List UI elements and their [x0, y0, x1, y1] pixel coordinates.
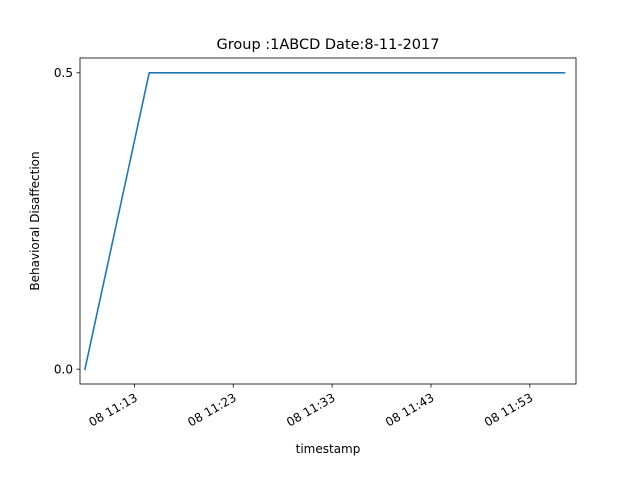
series-layer [83, 72, 566, 371]
x-axis-label: timestamp [296, 442, 361, 456]
y-tick-label: 0.5 [54, 66, 73, 80]
series-line [83, 72, 566, 371]
y-tick-label: 0.0 [54, 362, 73, 376]
plot-area-frame [79, 57, 577, 385]
chart-title: Group :1ABCD Date:8-11-2017 [217, 37, 440, 53]
y-axis-label: Behavioral Disaffection [28, 151, 42, 290]
y-axis: 0.0 0.5 [54, 66, 80, 376]
